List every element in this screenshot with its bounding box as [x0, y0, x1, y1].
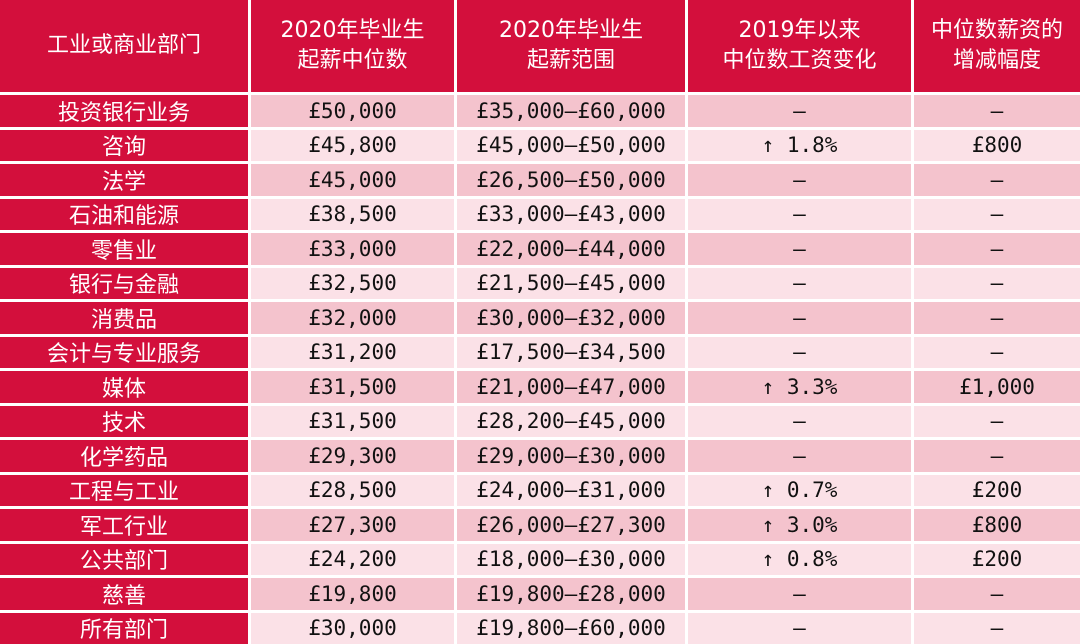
- data-cell: –: [688, 612, 911, 644]
- sector-cell: 咨询: [0, 129, 248, 161]
- data-cell: £31,500: [251, 405, 454, 437]
- header-cell: 工业或商业部门: [0, 0, 248, 92]
- header-cell: 中位数薪资的 增减幅度: [914, 0, 1080, 92]
- sector-cell: 法学: [0, 164, 248, 196]
- data-cell: –: [688, 164, 911, 196]
- data-cell: £800: [914, 129, 1080, 161]
- header-text: 2020年毕业生: [499, 18, 643, 43]
- header-text: 起薪中位数: [297, 48, 408, 73]
- data-cell: –: [914, 233, 1080, 265]
- header-text: 中位数薪资的: [930, 18, 1063, 43]
- data-cell: £31,500: [251, 371, 454, 403]
- data-cell: £26,500–£50,000: [457, 164, 685, 196]
- data-cell: £200: [914, 543, 1080, 575]
- sector-cell: 公共部门: [0, 543, 248, 575]
- data-cell: £1,000: [914, 371, 1080, 403]
- data-cell: ↑ 3.3%: [688, 371, 911, 403]
- sector-cell: 石油和能源: [0, 198, 248, 230]
- sector-cell: 工程与工业: [0, 474, 248, 506]
- sector-cell: 军工行业: [0, 509, 248, 541]
- data-cell: £50,000: [251, 95, 454, 127]
- data-cell: –: [914, 302, 1080, 334]
- sector-cell: 技术: [0, 405, 248, 437]
- data-cell: ↑ 3.0%: [688, 509, 911, 541]
- data-cell: –: [688, 95, 911, 127]
- data-cell: £30,000–£32,000: [457, 302, 685, 334]
- header-cell: 2020年毕业生 起薪范围: [457, 0, 685, 92]
- sector-cell: 投资银行业务: [0, 95, 248, 127]
- sector-cell: 慈善: [0, 578, 248, 610]
- data-cell: £45,800: [251, 129, 454, 161]
- data-cell: –: [688, 233, 911, 265]
- data-cell: –: [688, 302, 911, 334]
- data-cell: £33,000: [251, 233, 454, 265]
- data-cell: £26,000–£27,300: [457, 509, 685, 541]
- data-cell: –: [688, 440, 911, 472]
- data-cell: £21,500–£45,000: [457, 267, 685, 299]
- data-cell: £200: [914, 474, 1080, 506]
- data-cell: £30,000: [251, 612, 454, 644]
- data-cell: –: [688, 578, 911, 610]
- data-cell: £29,000–£30,000: [457, 440, 685, 472]
- data-cell: £32,000: [251, 302, 454, 334]
- sector-cell: 消费品: [0, 302, 248, 334]
- data-cell: –: [914, 405, 1080, 437]
- data-cell: £32,500: [251, 267, 454, 299]
- data-cell: –: [688, 405, 911, 437]
- data-cell: £19,800–£28,000: [457, 578, 685, 610]
- header-cell: 2020年毕业生 起薪中位数: [251, 0, 454, 92]
- header-text: 工业或商业部门: [46, 33, 201, 58]
- data-cell: –: [914, 164, 1080, 196]
- data-cell: –: [914, 440, 1080, 472]
- data-cell: £18,000–£30,000: [457, 543, 685, 575]
- data-cell: –: [688, 336, 911, 368]
- data-cell: –: [688, 267, 911, 299]
- data-cell: ↑ 1.8%: [688, 129, 911, 161]
- header-cell: 2019年以来 中位数工资变化: [688, 0, 911, 92]
- data-cell: £28,200–£45,000: [457, 405, 685, 437]
- data-cell: £35,000–£60,000: [457, 95, 685, 127]
- data-cell: £19,800: [251, 578, 454, 610]
- data-cell: £800: [914, 509, 1080, 541]
- data-cell: –: [688, 198, 911, 230]
- data-cell: £24,200: [251, 543, 454, 575]
- data-cell: –: [914, 336, 1080, 368]
- data-cell: £33,000–£43,000: [457, 198, 685, 230]
- data-cell: £45,000: [251, 164, 454, 196]
- sector-cell: 会计与专业服务: [0, 336, 248, 368]
- data-cell: –: [914, 198, 1080, 230]
- data-cell: –: [914, 578, 1080, 610]
- data-cell: £17,500–£34,500: [457, 336, 685, 368]
- data-cell: –: [914, 267, 1080, 299]
- data-cell: £22,000–£44,000: [457, 233, 685, 265]
- sector-cell: 零售业: [0, 233, 248, 265]
- header-text: 起薪范围: [526, 48, 615, 73]
- header-text: 2019年以来: [738, 18, 861, 43]
- data-cell: £27,300: [251, 509, 454, 541]
- data-cell: £29,300: [251, 440, 454, 472]
- data-cell: £31,200: [251, 336, 454, 368]
- data-cell: £21,000–£47,000: [457, 371, 685, 403]
- data-cell: –: [914, 95, 1080, 127]
- data-cell: ↑ 0.7%: [688, 474, 911, 506]
- data-cell: £45,000–£50,000: [457, 129, 685, 161]
- header-text: 中位数工资变化: [722, 48, 877, 73]
- data-cell: ↑ 0.8%: [688, 543, 911, 575]
- data-cell: £19,800–£60,000: [457, 612, 685, 644]
- header-text: 增减幅度: [952, 48, 1041, 73]
- sector-cell: 媒体: [0, 371, 248, 403]
- data-cell: £24,000–£31,000: [457, 474, 685, 506]
- sector-cell: 银行与金融: [0, 267, 248, 299]
- sector-cell: 化学药品: [0, 440, 248, 472]
- sector-cell: 所有部门: [0, 612, 248, 644]
- data-cell: £28,500: [251, 474, 454, 506]
- header-text: 2020年毕业生: [280, 18, 425, 43]
- data-cell: –: [914, 612, 1080, 644]
- data-cell: £38,500: [251, 198, 454, 230]
